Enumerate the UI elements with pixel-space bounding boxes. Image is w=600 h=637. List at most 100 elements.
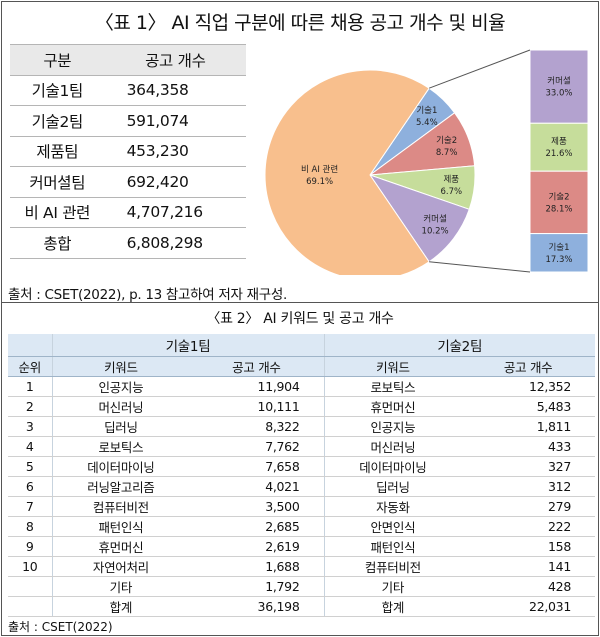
breakdown-bar-segment <box>529 170 589 235</box>
section-divider <box>1 302 599 303</box>
pie-slice-label: 기술1 <box>416 106 437 116</box>
table2-row: 1 인공지능 11,904 로보틱스 12,352 <box>8 376 595 397</box>
table2-team2-keyword: 인공지능 <box>323 416 462 437</box>
table2-team1-count: 7,762 <box>189 436 324 457</box>
table2-source: 출처 : CSET(2022) <box>8 620 113 634</box>
pie-slice-label: 비 AI 관련 <box>301 164 338 175</box>
table2-team1-keyword: 인공지능 <box>51 376 190 397</box>
table2-team2-keyword: 머신러닝 <box>323 436 462 457</box>
pie-chart: 기술1 5.4% 기술2 8.7% 제품 6.7% 커머셜 10.2% 비 AI 관련 69.1%… <box>250 40 595 281</box>
breakdown-bar-value: 33.0% <box>545 89 572 99</box>
pie-slice-label: 커머셜 <box>423 215 447 225</box>
table2-rank: 10 <box>8 556 52 577</box>
table2-team2-count: 279 <box>461 496 595 517</box>
table2-team1-keyword-header: 키워드 <box>51 356 190 377</box>
table2-team2-keyword-header: 키워드 <box>323 356 462 377</box>
table2-team2-count: 1,811 <box>461 416 595 437</box>
pie-slice-label: 기술2 <box>436 136 457 146</box>
table2-team2-keyword: 휴먼머신 <box>323 396 462 417</box>
table2: 기술1팀 기술2팀 순위 키워드 공고 개수 키워드 공고 개수 1 인공지능 11… <box>8 334 595 617</box>
table1-row: 제품팀 453,230 <box>10 136 246 167</box>
table2-row: 4 로보틱스 7,762 머신러닝 433 <box>8 436 595 457</box>
pie-slice-value: 5.4% <box>416 118 438 128</box>
table2-row: 7 컴퓨터비전 3,500 자동화 279 <box>8 496 595 517</box>
table2-rank: 7 <box>8 496 52 517</box>
table2-row: 10 자연어처리 1,688 컴퓨터비전 141 <box>8 556 595 577</box>
breakdown-bar-segment <box>529 122 589 172</box>
table1-title: 〈표 1〉 AI 직업 구분에 따른 채용 공고 개수 및 비율 <box>94 12 506 34</box>
table2-team2-count: 428 <box>461 576 595 597</box>
table2-team1-count: 1,792 <box>189 576 324 597</box>
table2-team1-count: 1,688 <box>189 556 324 577</box>
table2-team1-keyword: 데이터마이닝 <box>51 456 190 477</box>
table1: 구분 공고 개수 기술1팀 364,358 기술2팀 591,074 제품팀 453,23… <box>10 44 246 259</box>
table2-team1-keyword: 로보틱스 <box>51 436 190 457</box>
table2-team2-count: 141 <box>461 556 595 577</box>
breakdown-bar-segment <box>529 49 589 124</box>
table2-team1-keyword: 러닝알고리즘 <box>51 476 190 497</box>
table1-row: 비 AI 관련 4,707,216 <box>10 197 246 228</box>
table1-row: 기술1팀 364,358 <box>10 75 246 106</box>
table2-team1-keyword: 컴퓨터비전 <box>51 496 190 517</box>
table2-team2-keyword: 로보틱스 <box>323 376 462 397</box>
table1-category: 기술2팀 <box>10 105 105 137</box>
table2-rank: 4 <box>8 436 52 457</box>
table2-row: 3 딥러닝 8,322 인공지능 1,811 <box>8 416 595 437</box>
table2-team2-count: 312 <box>461 476 595 497</box>
table2-team1-count: 36,198 <box>189 596 324 617</box>
table2-row: 기타 1,792 기타 428 <box>8 576 595 597</box>
table2-row: 9 휴먼머신 2,619 패턴인식 158 <box>8 536 595 557</box>
table2-rank: 2 <box>8 396 52 417</box>
table2-team1-count: 2,619 <box>189 536 324 557</box>
pie-slice-value: 8.7% <box>436 148 458 158</box>
table2-team1-header: 기술1팀 <box>51 334 324 357</box>
table2-team1-count-header: 공고 개수 <box>189 356 324 377</box>
table1-count: 4,707,216 <box>104 197 246 228</box>
breakdown-bar-value: 17.3% <box>545 255 572 265</box>
table1-count: 6,808,298 <box>104 227 246 259</box>
table2-team1-count: 10,111 <box>189 396 324 417</box>
table2-team2-keyword: 기타 <box>323 576 462 597</box>
table1-category: 총합 <box>10 227 105 259</box>
table1-count: 364,358 <box>104 75 246 106</box>
table2-rank: 6 <box>8 476 52 497</box>
breakdown-bar-label: 커머셜 <box>547 77 571 87</box>
table2-team1-count: 4,021 <box>189 476 324 497</box>
table1-row: 총합 6,808,298 <box>10 227 246 259</box>
table2-team2-keyword: 안면인식 <box>323 516 462 537</box>
connector-line <box>428 49 531 89</box>
table1-source: 출처 : CSET(2022), p. 13 참고하여 저자 재구성. <box>8 287 287 303</box>
table2-rank: 3 <box>8 416 52 437</box>
table2-rank: 1 <box>8 376 52 397</box>
breakdown-bar-label: 기술1 <box>548 243 569 253</box>
breakdown-bar-value: 28.1% <box>545 204 572 214</box>
pie-slice-value: 10.2% <box>422 227 449 237</box>
table2-team2-keyword: 합계 <box>323 596 462 617</box>
table2-rank <box>8 576 52 597</box>
table2-team2-count: 12,352 <box>461 376 595 397</box>
breakdown-bar-label: 기술2 <box>548 192 569 202</box>
table2-team2-header: 기술2팀 <box>323 334 595 357</box>
table2-rank: 8 <box>8 516 52 537</box>
table2-rank-header: 순위 <box>8 356 52 377</box>
table1-count: 692,420 <box>104 166 246 198</box>
table2-team1-count: 7,658 <box>189 456 324 477</box>
table2-team2-count: 158 <box>461 536 595 557</box>
table1-count: 453,230 <box>104 136 246 167</box>
table2-row: 8 패턴인식 2,685 안면인식 222 <box>8 516 595 537</box>
table1-category: 제품팀 <box>10 136 105 167</box>
table1-count: 591,074 <box>104 105 246 137</box>
table2-rank <box>8 596 52 617</box>
pie-slice-label: 제품 <box>443 175 459 185</box>
table2-team2-count: 222 <box>461 516 595 537</box>
table2-team2-keyword: 컴퓨터비전 <box>323 556 462 577</box>
table1-category: 커머셜팀 <box>10 166 105 198</box>
table2-team2-count: 433 <box>461 436 595 457</box>
pie-slice-value: 69.1% <box>306 177 333 187</box>
table2-team2-keyword: 패턴인식 <box>323 536 462 557</box>
table2-team1-keyword: 딥러닝 <box>51 416 190 437</box>
table2-team1-keyword: 휴먼머신 <box>51 536 190 557</box>
table2-team2-count: 22,031 <box>461 596 595 617</box>
connector-line <box>429 261 531 273</box>
table2-team1-keyword: 자연어처리 <box>51 556 190 577</box>
